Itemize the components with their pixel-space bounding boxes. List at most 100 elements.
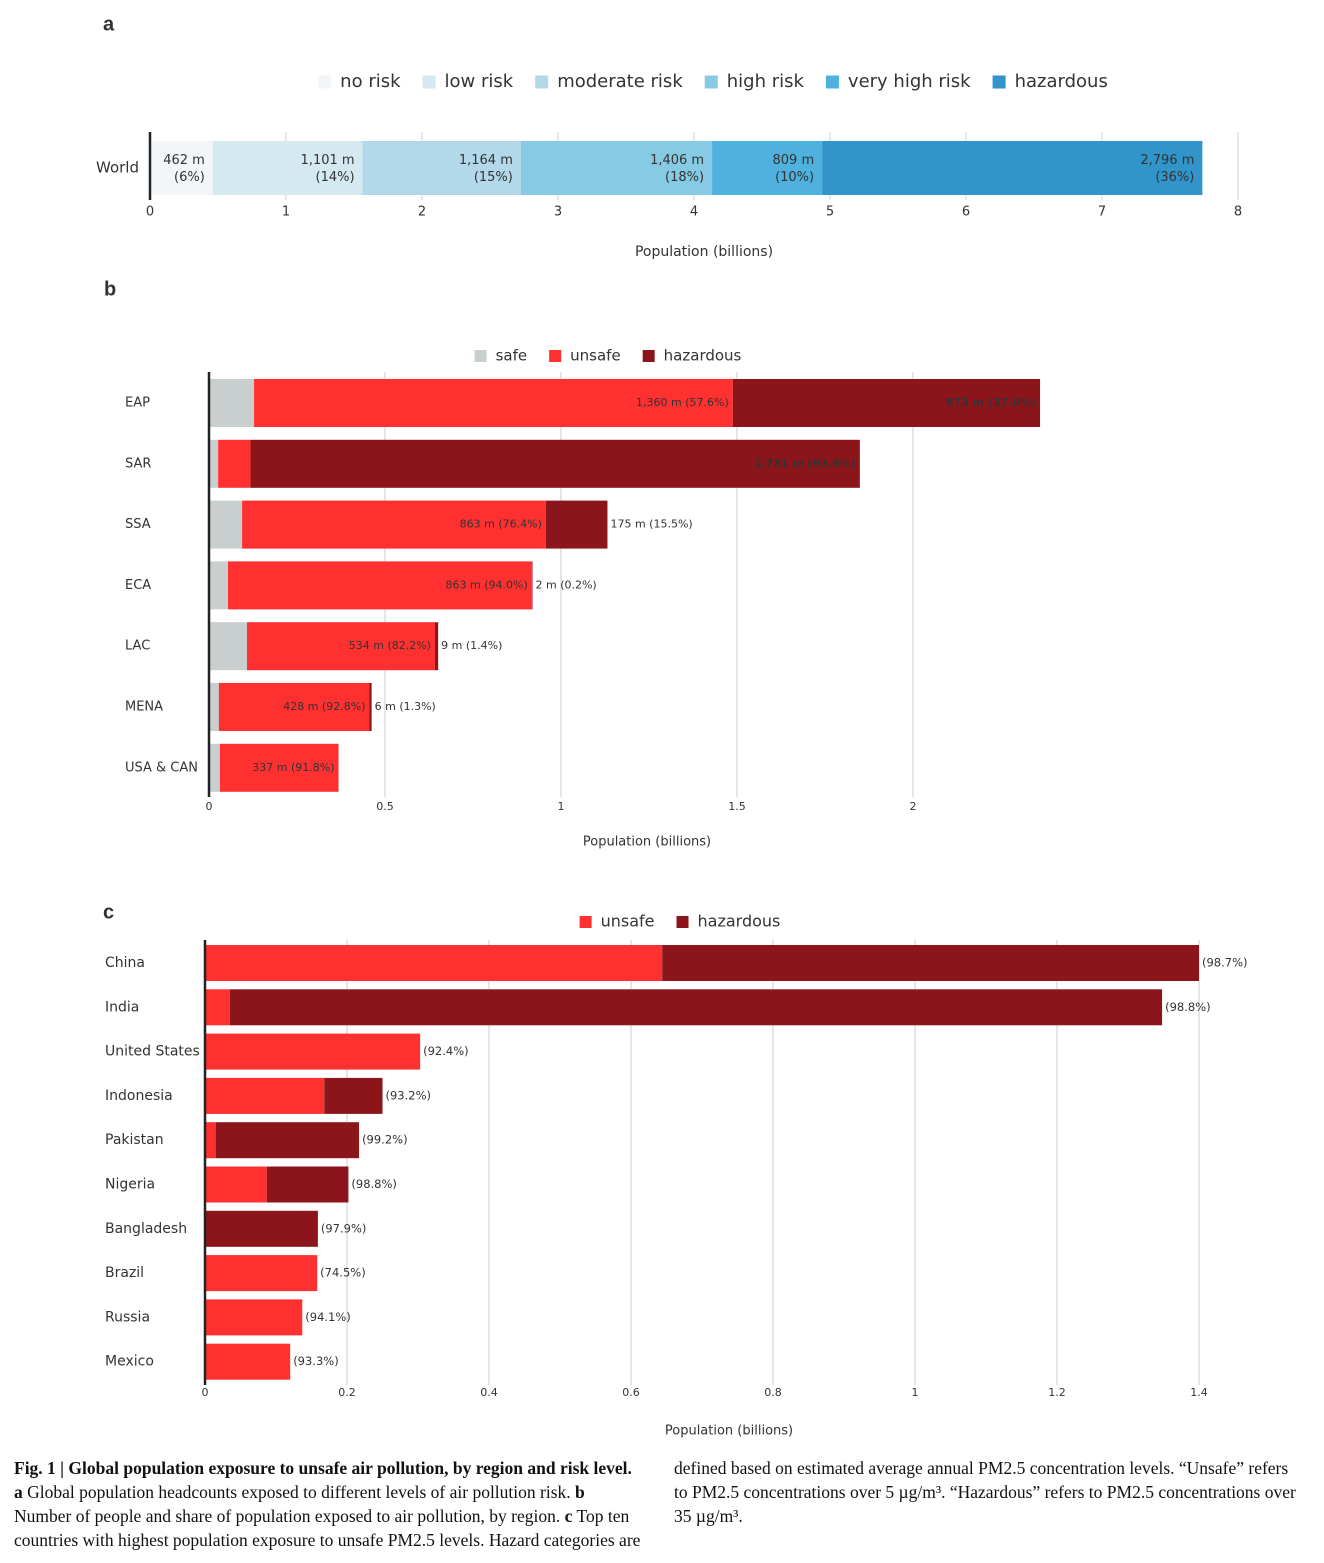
bar-segment: [266, 1166, 349, 1203]
x-tick-label: 0.2: [338, 1386, 356, 1399]
value-label: 2 m (0.2%): [535, 578, 596, 591]
bar-segment: [434, 622, 439, 671]
y-tick-label: EAP: [125, 396, 150, 411]
value-label: 809 m (10%): [773, 153, 815, 185]
caption-text: Number of people and share of population…: [14, 1506, 561, 1526]
x-tick-label: 1: [558, 800, 565, 813]
y-tick-label: Nigeria: [105, 1177, 155, 1193]
share-label: (98.7%): [1202, 956, 1248, 970]
bar-segment: [254, 379, 733, 427]
bar-segment: [369, 683, 372, 731]
x-tick-label: 8: [1234, 205, 1242, 220]
legend: unsafe hazardous: [579, 912, 780, 931]
legend-label: hazardous: [1015, 71, 1108, 92]
share-label: (97.9%): [321, 1221, 367, 1235]
x-tick-label: 1.5: [728, 800, 746, 813]
value-label: 1,101 m (14%): [301, 153, 355, 185]
legend-label: low risk: [445, 71, 514, 92]
bar-segment: [247, 622, 435, 671]
y-tick-label: World: [96, 159, 139, 177]
value-label: 1,731 m (93.6%): [754, 457, 856, 470]
caption-text: c: [564, 1506, 573, 1526]
y-tick-label: United States: [105, 1044, 200, 1060]
share-label: (93.3%): [293, 1354, 339, 1368]
legend: safe unsafe hazardous: [474, 347, 742, 365]
legend-label: very high risk: [848, 71, 971, 92]
bar-segment: [209, 379, 255, 427]
bar-segment: [242, 500, 546, 549]
bar-segment: [205, 1122, 216, 1159]
x-axis-title: Population (billions): [635, 244, 773, 260]
bar-segment: [219, 743, 339, 792]
y-tick-label: USA & CAN: [125, 760, 198, 775]
caption: Fig. 1 | Global population exposure to u…: [14, 1456, 1304, 1552]
share-label: (74.5%): [320, 1266, 366, 1280]
legend-label: hazardous: [664, 347, 742, 365]
bar-segment: [205, 1255, 318, 1292]
bar-segment: [212, 141, 363, 195]
x-tick-label: 0: [202, 1386, 209, 1399]
legend-swatch: [422, 75, 436, 89]
bar-segment: [209, 561, 229, 610]
bar-segment: [215, 1122, 360, 1159]
bar-segment: [545, 500, 608, 549]
share-label: (98.8%): [1165, 1000, 1211, 1014]
legend-swatch: [704, 75, 718, 89]
legend-swatch: [825, 75, 839, 89]
bar-segment: [209, 500, 243, 549]
x-tick-label: 2: [910, 800, 917, 813]
y-tick-label: Bangladesh: [105, 1221, 187, 1237]
bar-segment: [205, 1077, 325, 1114]
legend-swatch: [549, 350, 562, 362]
y-tick-label: India: [105, 999, 139, 1015]
bar-segment: [822, 141, 1203, 195]
x-tick-label: 1: [282, 205, 290, 220]
panel-label: b: [104, 278, 116, 300]
bar-segment: [324, 1077, 383, 1114]
bar-segment: [520, 141, 713, 195]
bar-segment: [531, 561, 533, 610]
x-tick-label: 0.6: [622, 1386, 640, 1399]
value-label: 2,796 m (36%): [1140, 153, 1194, 185]
legend-swatch: [318, 75, 332, 89]
legend-swatch: [579, 916, 592, 928]
value-label: 873 m (37.0%): [946, 396, 1036, 409]
caption-text: Top ten countries with highest populatio…: [14, 1458, 1296, 1550]
legend-swatch: [676, 916, 689, 928]
share-label: (94.1%): [305, 1310, 351, 1324]
y-tick-label: Indonesia: [105, 1088, 173, 1104]
value-label: 1,164 m (15%): [459, 153, 513, 185]
x-tick-label: 1: [912, 1386, 919, 1399]
x-axis-title: Population (billions): [665, 1424, 793, 1439]
y-tick-label: Mexico: [105, 1354, 154, 1370]
caption-text: Fig. 1 | Global population exposure to u…: [14, 1458, 632, 1478]
y-tick-label: Pakistan: [105, 1132, 164, 1148]
x-tick-label: 0.5: [376, 800, 394, 813]
x-tick-label: 6: [962, 205, 970, 220]
bar-segment: [209, 683, 219, 731]
panel-label: c: [103, 901, 114, 923]
caption-text: b: [575, 1482, 585, 1502]
caption-text: a: [14, 1482, 23, 1502]
share-label: (93.2%): [386, 1088, 432, 1102]
value-label: 337 m (91.8%): [252, 761, 334, 774]
value-label: 9 m (1.4%): [441, 639, 502, 652]
x-tick-label: 0: [146, 205, 154, 220]
x-tick-label: 2: [418, 205, 426, 220]
y-tick-label: Russia: [105, 1309, 150, 1325]
bar-segment: [229, 989, 1163, 1026]
y-tick-label: SAR: [125, 456, 151, 471]
bar-segment: [662, 945, 1199, 981]
bar-segment: [150, 141, 213, 195]
legend-label: unsafe: [601, 912, 655, 931]
bar-segment: [205, 1210, 318, 1247]
y-tick-label: MENA: [125, 700, 163, 715]
share-label: (92.4%): [423, 1044, 469, 1058]
bar-segment: [209, 743, 220, 792]
y-tick-label: China: [105, 955, 145, 971]
x-tick-label: 0: [206, 800, 213, 813]
bar-segment: [228, 561, 532, 610]
value-label: 175 m (15.5%): [610, 518, 692, 531]
legend-swatch: [474, 350, 487, 362]
